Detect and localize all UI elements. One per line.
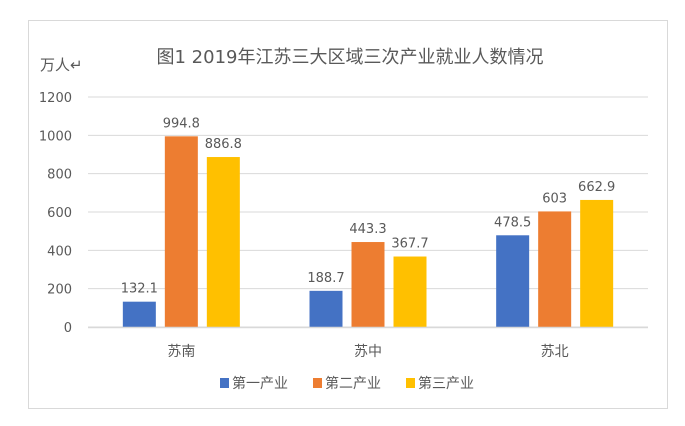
legend-label: 第一产业 xyxy=(232,375,288,392)
legend-label: 第三产业 xyxy=(418,375,474,392)
y-tick-label: 400 xyxy=(47,244,72,259)
y-tick-label: 1000 xyxy=(39,129,72,144)
data-label: 994.8 xyxy=(163,116,200,131)
bar xyxy=(351,242,385,327)
x-tick-label: 苏中 xyxy=(354,344,382,360)
y-tick-label: 600 xyxy=(47,206,72,221)
data-label: 367.7 xyxy=(391,237,428,252)
bar xyxy=(164,136,198,327)
bar xyxy=(393,256,427,327)
legend-swatch xyxy=(313,378,322,388)
legend-swatch xyxy=(406,378,415,388)
data-label: 478.5 xyxy=(494,215,531,230)
bar xyxy=(538,211,572,327)
legend-swatch xyxy=(220,378,229,388)
data-label: 662.9 xyxy=(578,180,615,195)
y-axis-label: 万人↵ xyxy=(40,56,83,74)
bar xyxy=(206,157,240,327)
y-tick-label: 800 xyxy=(47,168,72,183)
x-tick-label: 苏南 xyxy=(167,344,195,360)
bar xyxy=(309,290,343,327)
bar xyxy=(580,199,614,327)
chart-frame xyxy=(28,20,668,409)
legend-label: 第二产业 xyxy=(325,375,381,392)
data-label: 188.7 xyxy=(307,271,344,286)
data-label: 443.3 xyxy=(349,222,386,237)
bar xyxy=(122,301,156,327)
bar xyxy=(496,235,530,327)
y-tick-label: 200 xyxy=(47,283,72,298)
y-tick-label: 1200 xyxy=(39,91,72,106)
y-tick-label: 0 xyxy=(64,321,72,336)
data-label: 886.8 xyxy=(205,137,242,152)
data-label: 132.1 xyxy=(121,282,158,297)
data-label: 603 xyxy=(542,191,567,206)
chart-title: 图1 2019年江苏三大区域三次产业就业人数情况 xyxy=(157,47,544,68)
x-tick-label: 苏北 xyxy=(541,344,569,360)
